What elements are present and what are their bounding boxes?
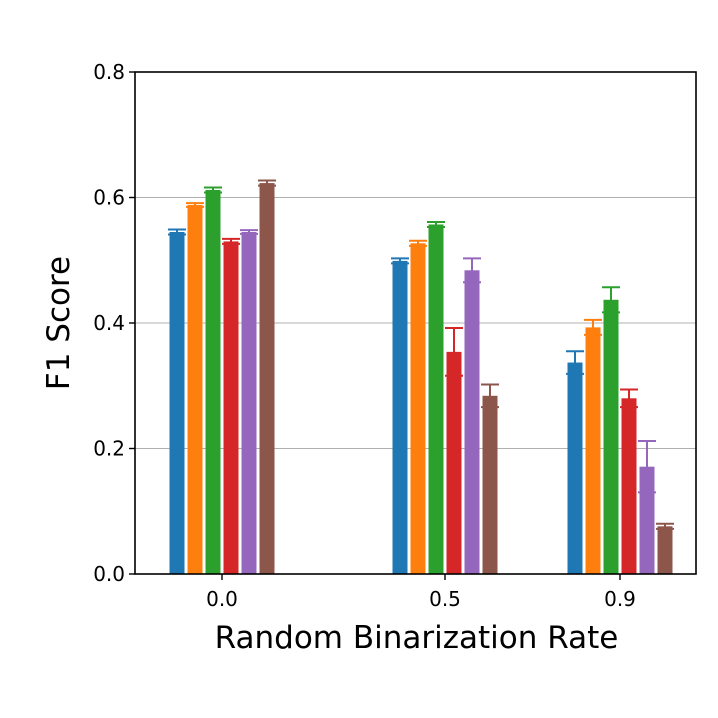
y-tick-label: 0.4	[93, 311, 125, 335]
x-tick-label: 0.5	[429, 587, 461, 611]
bar-series-1-0.9	[567, 362, 583, 574]
bar-series-3-0.9	[603, 299, 619, 574]
bar-series-6-0.5	[482, 395, 498, 574]
y-axis-ticks: 0.0 0.2 0.4 0.6 0.8	[93, 60, 135, 586]
y-tick-label: 0.2	[93, 437, 125, 461]
bar-series-5-0.5	[464, 270, 480, 574]
error-bars	[168, 179, 674, 530]
x-axis-ticks: 0.0 0.5 0.9	[206, 574, 636, 611]
bar-series-3-0.5	[428, 224, 444, 575]
bar-series-2-0.9	[585, 327, 601, 574]
y-tick-label: 0.6	[93, 186, 125, 210]
x-axis-label: Random Binarization Rate	[215, 620, 619, 656]
y-tick-label: 0.8	[93, 60, 125, 84]
bar-series-1-0.0	[169, 232, 185, 574]
x-tick-label: 0.0	[206, 587, 238, 611]
bar-series-1-0.5	[392, 260, 408, 574]
bars	[169, 183, 673, 575]
bar-series-6-0.0	[259, 183, 275, 574]
bar-series-5-0.9	[639, 466, 655, 574]
bar-series-3-0.0	[205, 189, 221, 574]
bar-series-4-0.0	[223, 241, 239, 575]
bar-series-4-0.9	[621, 398, 637, 574]
bar-series-5-0.0	[241, 232, 257, 574]
bar-series-6-0.9	[657, 526, 673, 574]
bar-series-4-0.5	[446, 351, 462, 574]
y-axis-label: F1 Score	[41, 256, 77, 390]
bar-series-2-0.5	[410, 243, 426, 574]
x-tick-label: 0.9	[604, 587, 636, 611]
bar-series-2-0.0	[187, 205, 203, 574]
y-tick-label: 0.0	[93, 562, 125, 586]
